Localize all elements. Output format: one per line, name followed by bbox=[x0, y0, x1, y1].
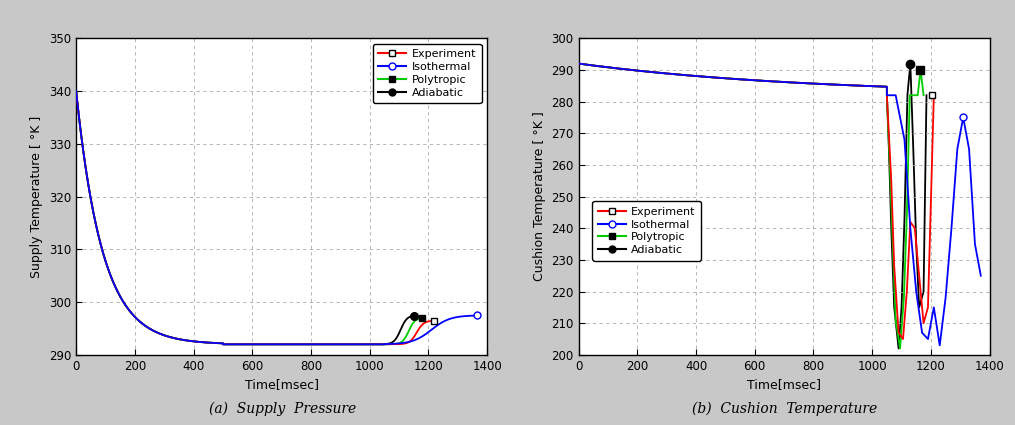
Y-axis label: Cushion Temperature [ °K ]: Cushion Temperature [ °K ] bbox=[533, 112, 546, 281]
X-axis label: Time[msec]: Time[msec] bbox=[747, 378, 821, 391]
Text: (a)  Supply  Pressure: (a) Supply Pressure bbox=[208, 402, 356, 416]
Y-axis label: Supply Temperature [ °K ]: Supply Temperature [ °K ] bbox=[30, 116, 44, 278]
Legend: Experiment, Isothermal, Polytropic, Adiabatic: Experiment, Isothermal, Polytropic, Adia… bbox=[373, 44, 482, 103]
X-axis label: Time[msec]: Time[msec] bbox=[245, 378, 319, 391]
Legend: Experiment, Isothermal, Polytropic, Adiabatic: Experiment, Isothermal, Polytropic, Adia… bbox=[593, 201, 701, 261]
Text: (b)  Cushion  Temperature: (b) Cushion Temperature bbox=[692, 402, 877, 416]
